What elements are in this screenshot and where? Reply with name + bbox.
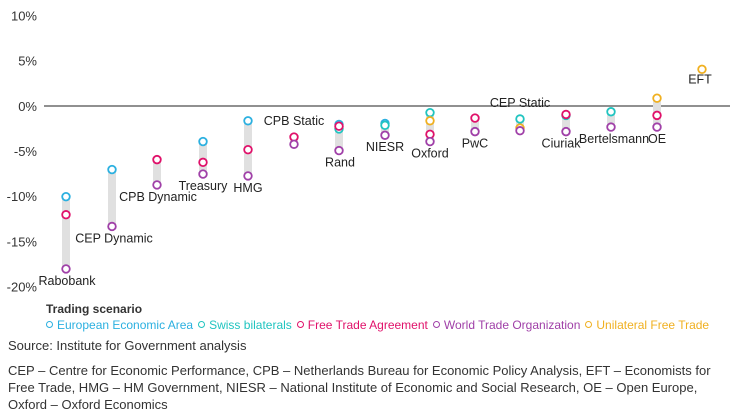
legend-item-unilateral-free-trade: Unilateral Free Trade <box>585 318 709 332</box>
legend-label: Free Trade Agreement <box>307 318 428 332</box>
range-bar-ciuriak <box>562 114 570 132</box>
point-ciuriak-world-trade-organization <box>561 126 571 137</box>
legend: European Economic Area Swiss bilaterals Fr… <box>46 318 714 332</box>
point-hmg-free-trade-agreement <box>243 144 253 155</box>
point-rabobank-world-trade-organization <box>61 264 71 274</box>
point-cpb-static-world-trade-organization <box>289 139 299 149</box>
legend-marker-icon <box>432 321 440 328</box>
range-bar-rand <box>335 124 343 151</box>
legend-label: World Trade Organization <box>443 318 581 332</box>
legend-item-world-trade-organization: World Trade Organization <box>432 318 581 332</box>
point-hmg-world-trade-organization <box>243 171 253 181</box>
study-label-niesr: NIESR <box>366 140 404 154</box>
y-tick-label: -20% <box>7 280 38 295</box>
point-rand-free-trade-agreement <box>334 121 344 131</box>
point-eft-unilateral-free-trade <box>697 64 707 74</box>
legend-item-european-economic-area: European Economic Area <box>46 318 193 332</box>
point-rabobank-european-economic-area <box>61 191 71 202</box>
range-bar-rabobank <box>62 196 70 269</box>
study-label-ciuriak: Ciuriak <box>542 137 582 151</box>
point-oxford-world-trade-organization <box>425 136 435 147</box>
range-bar-oxford <box>426 112 434 142</box>
study-label-cpb-static: CPB Static <box>264 114 324 128</box>
source-note: Source: Institute for Government analysi… <box>8 338 247 353</box>
study-label-rabobank: Rabobank <box>39 274 97 288</box>
study-label-eft: EFT <box>688 72 712 86</box>
study-label-cep-static: CEP Static <box>490 96 550 110</box>
y-tick-label: -10% <box>7 189 38 204</box>
study-label-cpb-dynamic: CPB Dynamic <box>119 190 197 204</box>
point-hmg-european-economic-area <box>243 116 253 126</box>
study-label-oxford: Oxford <box>411 147 449 161</box>
study-label-cep-dynamic: CEP Dynamic <box>75 231 153 245</box>
legend-marker-icon <box>46 321 53 328</box>
point-niesr-swiss-bilaterals <box>380 120 390 131</box>
point-oe-world-trade-organization <box>652 122 662 132</box>
range-bar-cep-dynamic <box>108 169 116 227</box>
point-niesr-world-trade-organization <box>380 130 390 140</box>
legend-label: European Economic Area <box>57 318 194 332</box>
legend-marker-icon <box>585 321 593 328</box>
legend-item-swiss-bilaterals: Swiss bilaterals <box>198 318 292 332</box>
legend-item-free-trade-agreement: Free Trade Agreement <box>296 318 428 332</box>
legend-title: Trading scenario <box>46 302 143 316</box>
point-treasury-european-economic-area <box>198 136 208 147</box>
y-tick-label: 5% <box>18 54 37 69</box>
study-label-hmg: HMG <box>233 181 262 195</box>
point-treasury-world-trade-organization <box>198 169 208 179</box>
point-pwc-world-trade-organization <box>470 126 480 137</box>
point-oxford-unilateral-free-trade <box>425 116 435 126</box>
study-label-rand: Rand <box>325 156 355 170</box>
legend-label: Swiss bilaterals <box>209 318 292 332</box>
study-label-treasury: Treasury <box>179 179 229 193</box>
study-label-oe: OE <box>648 132 666 146</box>
point-ciuriak-free-trade-agreement <box>561 109 571 120</box>
chart-plot: 10% 5% 0% -5% -10% -15% -20% Rabobank CEP Dynam… <box>7 9 730 295</box>
point-cep-static-world-trade-organization <box>515 126 525 136</box>
point-oxford-swiss-bilaterals <box>425 107 435 118</box>
point-cep-dynamic-world-trade-organization <box>107 221 117 232</box>
point-cep-dynamic-european-economic-area <box>107 164 117 175</box>
point-oe-free-trade-agreement <box>652 110 662 121</box>
point-cpb-dynamic-world-trade-organization <box>152 180 162 190</box>
point-bertelsmann-swiss-bilaterals <box>606 107 616 117</box>
legend-label: Unilateral Free Trade <box>596 318 710 332</box>
point-treasury-free-trade-agreement <box>198 157 208 168</box>
y-tick-label: 10% <box>11 9 37 24</box>
range-bar-cpb-dynamic <box>153 159 161 185</box>
y-tick-label: 0% <box>18 99 37 114</box>
legend-marker-icon <box>198 321 206 328</box>
point-oe-unilateral-free-trade <box>652 93 662 103</box>
point-cep-static-swiss-bilaterals <box>515 114 525 124</box>
point-rabobank-free-trade-agreement <box>61 210 71 220</box>
point-pwc-free-trade-agreement <box>470 113 480 123</box>
range-bar-pwc <box>471 118 479 132</box>
point-bertelsmann-world-trade-organization <box>606 122 616 132</box>
point-rand-world-trade-organization <box>334 145 344 156</box>
study-label-pwc: PwC <box>462 137 488 151</box>
study-label-bertelsmann: Bertelsmann <box>579 132 649 146</box>
point-cpb-dynamic-free-trade-agreement <box>152 154 162 165</box>
range-bar-bertelsmann <box>607 111 615 128</box>
legend-marker-icon <box>296 321 304 328</box>
y-tick-label: -15% <box>7 234 38 249</box>
abbreviations-note: CEP – Centre for Economic Performance, C… <box>8 363 711 412</box>
y-tick-label: -5% <box>14 144 38 159</box>
